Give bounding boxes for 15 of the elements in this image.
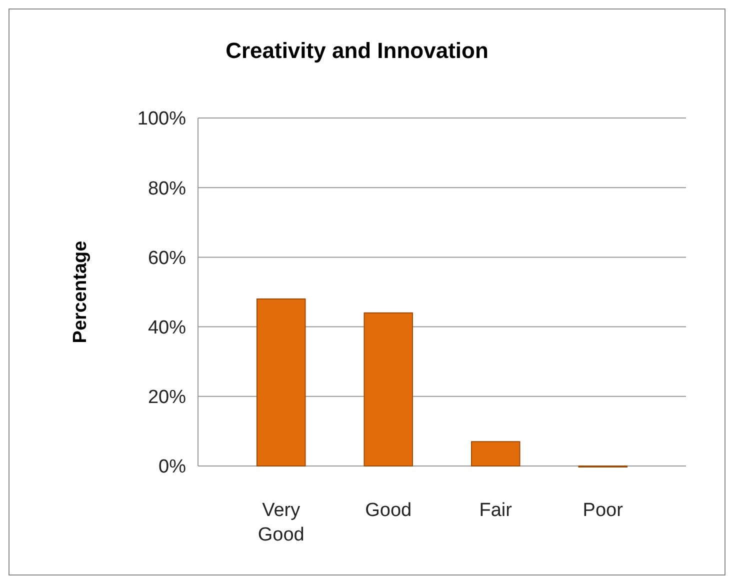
bar [256, 298, 306, 466]
bar [470, 441, 520, 466]
y-tick-label: 100% [137, 108, 186, 130]
x-tick-label: Good [365, 500, 412, 521]
y-tick-label: 20% [148, 387, 186, 408]
y-tick-label: 80% [148, 178, 186, 200]
y-axis-title: Percentage [70, 240, 91, 344]
bar [364, 312, 414, 466]
x-tick-label: Fair [479, 500, 513, 521]
y-tick-label: 40% [148, 317, 186, 338]
y-tick-label: 0% [158, 456, 186, 478]
chart-title: Creativity and Innovation [226, 38, 488, 63]
x-tick-label: Very Good [258, 500, 304, 546]
y-tick-label: 60% [148, 248, 186, 269]
x-tick-label: Poor [582, 500, 624, 521]
